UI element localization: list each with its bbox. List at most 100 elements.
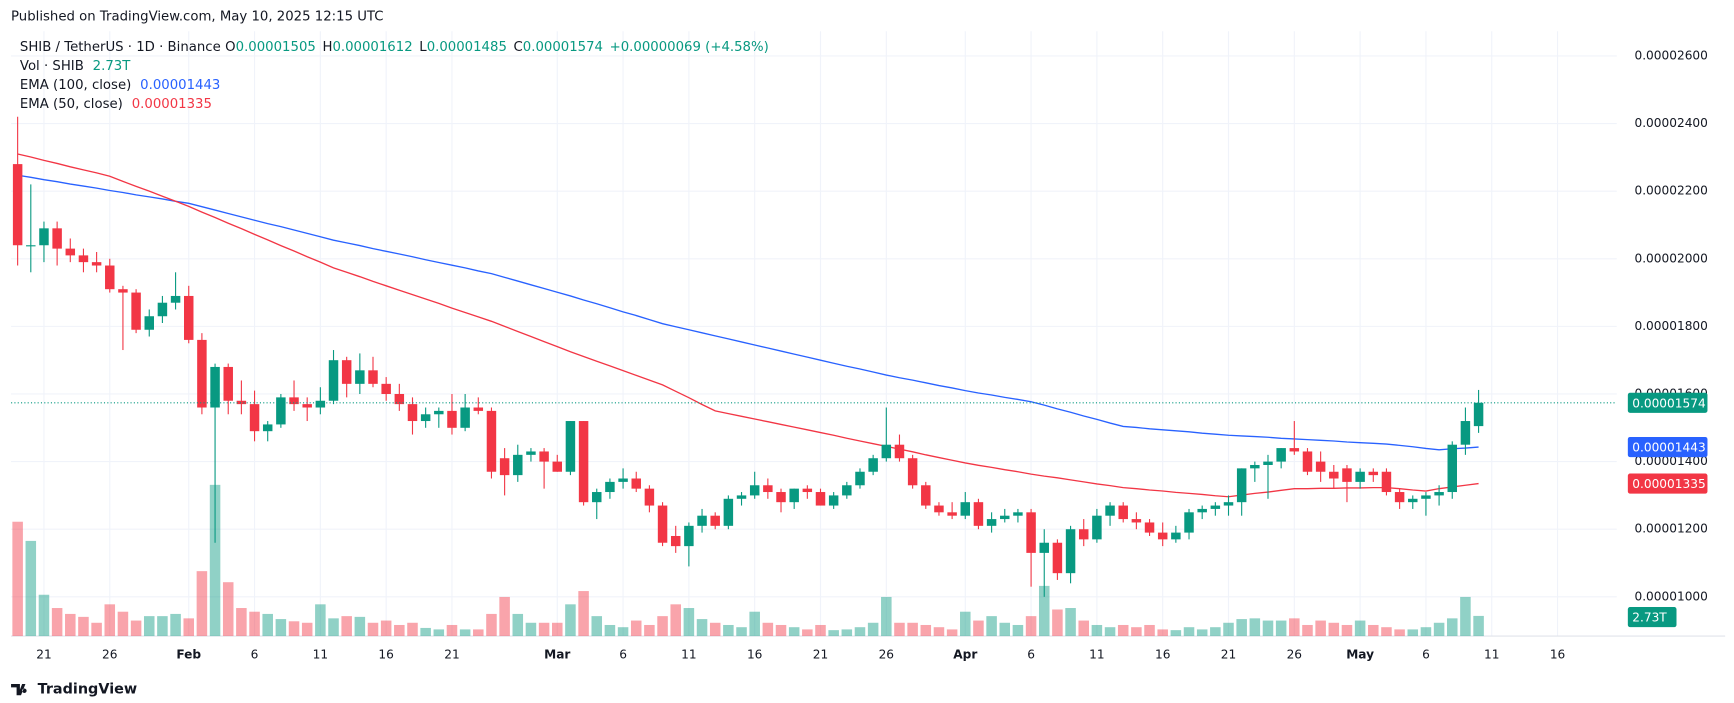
price-tag — [1627, 392, 1708, 413]
volume-bar — [473, 629, 484, 637]
volume-bar — [262, 613, 273, 637]
volume-bar — [565, 604, 576, 637]
volume-value: 2.73T — [93, 59, 132, 74]
ema-value: 0.00001443 — [140, 78, 220, 93]
price-tag-label: 0.00001335 — [1632, 477, 1705, 491]
candle-body — [473, 407, 484, 411]
candle-body — [1460, 421, 1471, 445]
volume-bar — [1223, 622, 1234, 637]
candle-body — [236, 400, 247, 405]
volume-bar — [288, 621, 300, 637]
volume-bar — [301, 622, 313, 637]
candle-body — [1105, 505, 1115, 516]
candle-body — [1263, 461, 1273, 465]
candle-body — [684, 525, 694, 547]
candle-body — [1302, 451, 1313, 472]
legend-volume: Vol · SHIB 2.73T — [20, 59, 131, 74]
volume-bar — [815, 624, 826, 637]
volume-bar — [670, 604, 681, 637]
volume-bar — [51, 608, 63, 637]
price-tag-label: 0.00001443 — [1632, 441, 1705, 455]
volume-bar — [630, 620, 642, 637]
volume-bar — [1144, 624, 1155, 637]
candle-body — [802, 488, 813, 493]
volume-bar — [354, 616, 366, 637]
candle-body — [1236, 468, 1247, 503]
ema-name: EMA (100, close) — [20, 78, 131, 93]
volume-bar — [907, 622, 918, 637]
volume-bar — [367, 622, 379, 637]
volume-bar — [1052, 609, 1063, 637]
volume-bar — [736, 627, 747, 637]
volume-bar — [315, 604, 326, 637]
candle-body — [1394, 492, 1405, 503]
volume-bar — [157, 616, 168, 637]
legend-change: +0.00000069 (+4.58%) — [610, 40, 769, 55]
candle-body — [289, 397, 299, 405]
volume-bar — [999, 622, 1011, 637]
candle-body — [513, 454, 523, 476]
candle-body — [262, 424, 273, 432]
x-tick-label: 6 — [251, 647, 259, 661]
candle-body — [749, 485, 760, 496]
candle-body — [907, 458, 918, 486]
volume-bar — [1236, 619, 1247, 637]
price-tag — [1627, 473, 1708, 494]
candle-body — [1039, 542, 1049, 553]
candle-body — [592, 492, 602, 503]
candle-body — [789, 488, 799, 503]
x-tick-label: Mar — [544, 647, 570, 661]
legend-open: 0.00001505 — [236, 40, 316, 55]
candle-body — [1171, 532, 1181, 540]
volume-bar — [749, 611, 760, 637]
candle-body — [447, 410, 457, 428]
y-tick-label: 0.00002400 — [1634, 116, 1707, 130]
candle-body — [670, 535, 681, 547]
candle-body — [12, 164, 23, 246]
candle-body — [763, 485, 773, 493]
volume-bar — [762, 622, 774, 637]
volume-bar — [328, 618, 339, 637]
candle-body — [1447, 444, 1457, 493]
candle-body — [1000, 515, 1010, 520]
candle-body — [249, 404, 260, 432]
x-tick-label: Apr — [953, 647, 977, 661]
volume-bar — [986, 616, 997, 637]
candle-body — [434, 410, 444, 415]
volume-bar — [91, 622, 102, 637]
volume-bar — [222, 582, 234, 637]
volume-name: Vol · SHIB — [20, 59, 84, 74]
candle-body — [815, 492, 826, 506]
price-tag-label: 2.73T — [1632, 611, 1667, 625]
candle-body — [355, 370, 365, 384]
candle-body — [197, 339, 207, 408]
candle-body — [39, 228, 49, 246]
x-tick-label: 6 — [619, 647, 627, 661]
volume-bar — [1381, 627, 1392, 637]
x-tick-label: 21 — [1221, 647, 1236, 661]
volume-bar — [117, 611, 129, 637]
candle-body — [1315, 461, 1326, 472]
legend-key: C — [514, 40, 523, 55]
candle-body — [1092, 515, 1102, 540]
candle-body — [52, 228, 62, 249]
candle-body — [381, 383, 391, 394]
candle-body — [578, 421, 589, 503]
candle-body — [210, 366, 220, 408]
volume-bar — [960, 611, 971, 637]
volume-bar — [1249, 618, 1261, 637]
x-tick-label: 6 — [1422, 647, 1430, 661]
volume-bar — [802, 629, 813, 637]
candle-body — [776, 492, 786, 503]
candle-body — [1184, 512, 1194, 533]
y-tick-label: 0.00001200 — [1634, 522, 1707, 536]
x-tick-label: May — [1346, 647, 1374, 661]
candle-body — [341, 360, 352, 384]
volume-bar — [709, 622, 721, 637]
volume-bar — [1289, 618, 1300, 637]
y-tick-label: 0.00001800 — [1634, 319, 1707, 333]
symbol: SHIB / TetherUS · 1D · Binance — [20, 40, 221, 55]
volume-bar — [894, 622, 905, 637]
